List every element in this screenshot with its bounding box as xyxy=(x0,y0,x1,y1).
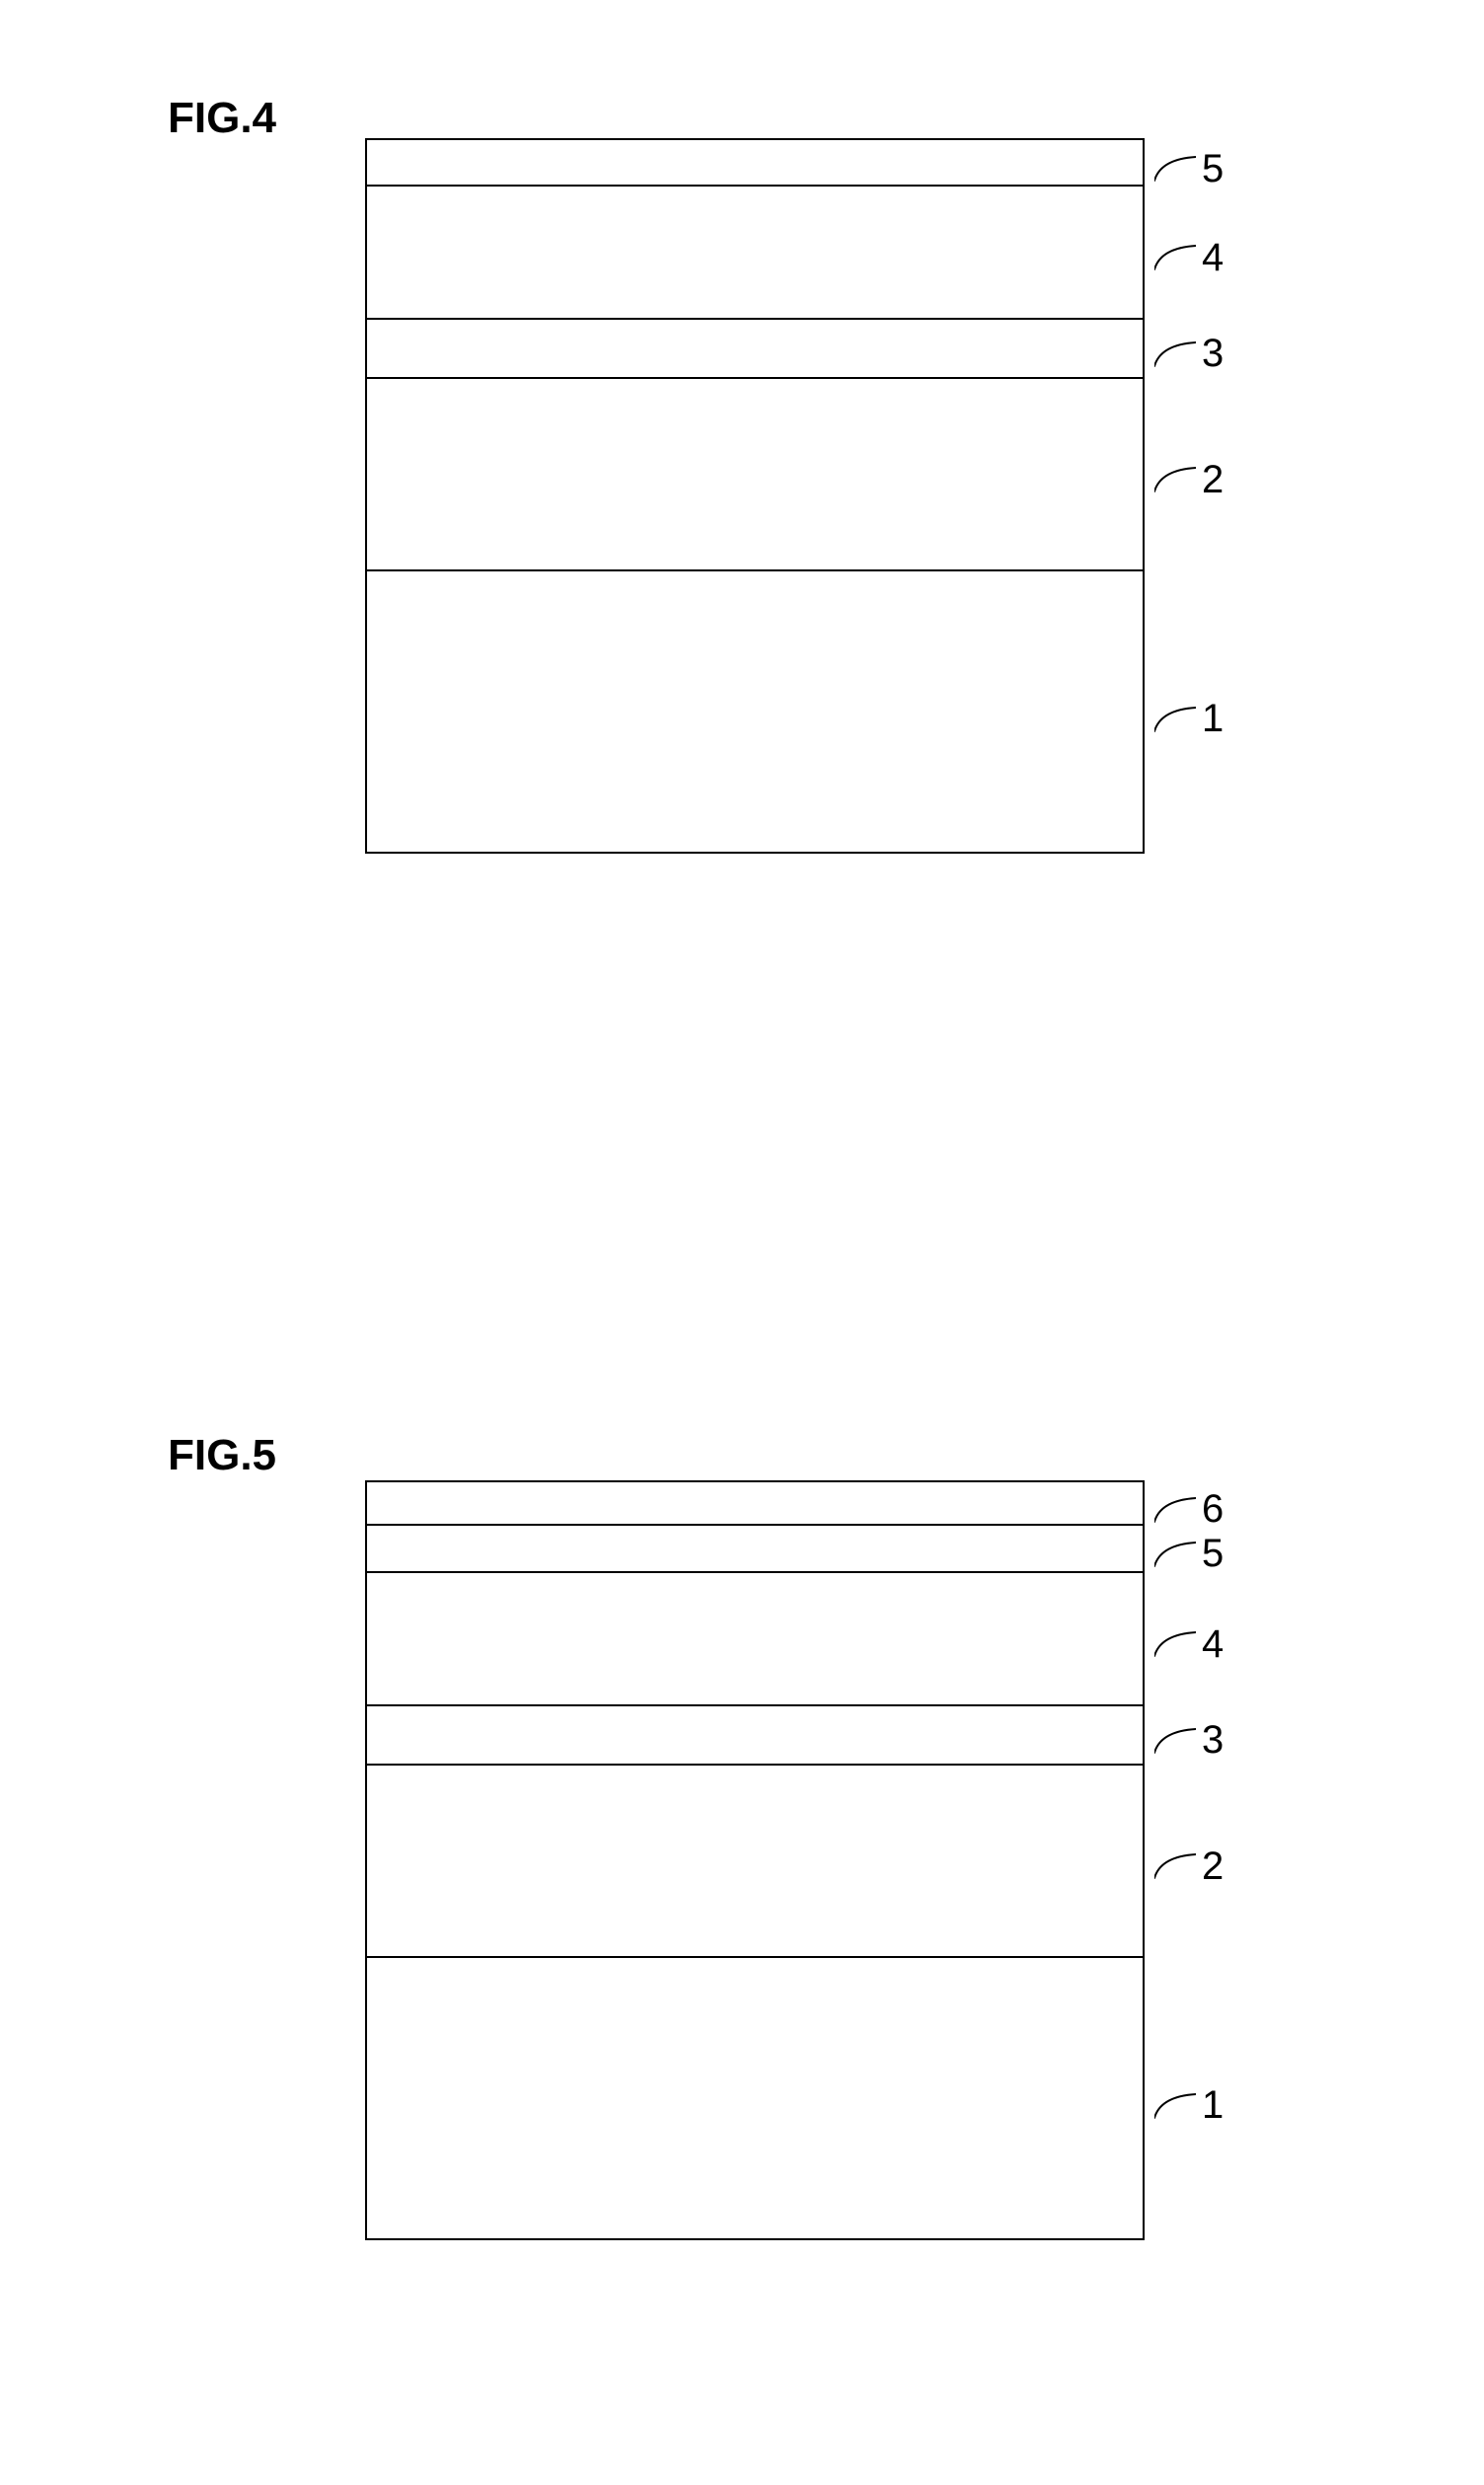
layer-number-6: 6 xyxy=(1202,1487,1224,1532)
layer-6 xyxy=(367,1482,1143,1524)
layer-1 xyxy=(367,1956,1143,2242)
leader-tick-icon xyxy=(1154,706,1196,733)
leader-tick-icon xyxy=(1154,1727,1196,1755)
layer-4 xyxy=(367,1571,1143,1704)
layer-number-5: 5 xyxy=(1202,1532,1224,1576)
layer-number-3: 3 xyxy=(1202,332,1224,376)
leader-2: 2 xyxy=(1154,1845,1224,1889)
layer-number-3: 3 xyxy=(1202,1718,1224,1763)
layer-4 xyxy=(367,185,1143,318)
leader-2: 2 xyxy=(1154,458,1224,502)
leader-group-fig4: 5 4 3 2 1 xyxy=(1145,138,1302,854)
leader-tick-icon xyxy=(1154,2092,1196,2120)
figure-label-4: FIG.4 xyxy=(168,94,276,143)
leader-1: 1 xyxy=(1154,697,1224,741)
leader-5: 5 xyxy=(1154,1532,1224,1576)
leader-tick-icon xyxy=(1154,1630,1196,1658)
layer-number-4: 4 xyxy=(1202,1622,1224,1667)
leader-3: 3 xyxy=(1154,332,1224,376)
leader-tick-icon xyxy=(1154,1496,1196,1524)
leader-6: 6 xyxy=(1154,1487,1224,1532)
layer-3 xyxy=(367,318,1143,377)
leader-1: 1 xyxy=(1154,2083,1224,2128)
leader-5: 5 xyxy=(1154,147,1224,191)
leader-tick-icon xyxy=(1154,466,1196,493)
layer-number-4: 4 xyxy=(1202,236,1224,280)
layer-3 xyxy=(367,1704,1143,1764)
layer-stack-fig5 xyxy=(365,1480,1145,2240)
leader-4: 4 xyxy=(1154,1622,1224,1667)
figure-label-5: FIG.5 xyxy=(168,1431,276,1480)
layer-number-2: 2 xyxy=(1202,458,1224,502)
leader-4: 4 xyxy=(1154,236,1224,280)
layer-1 xyxy=(367,569,1143,856)
leader-tick-icon xyxy=(1154,340,1196,368)
layer-5 xyxy=(367,1524,1143,1571)
layer-number-1: 1 xyxy=(1202,697,1224,741)
layer-5 xyxy=(367,140,1143,185)
layer-stack-fig4 xyxy=(365,138,1145,854)
leader-tick-icon xyxy=(1154,1541,1196,1568)
layer-number-2: 2 xyxy=(1202,1845,1224,1889)
layer-2 xyxy=(367,377,1143,569)
page: FIG.4 54321 FIG.5 654321 xyxy=(0,0,1484,2485)
leader-group-fig5: 65 4 3 2 1 xyxy=(1145,1480,1302,2240)
layer-number-1: 1 xyxy=(1202,2083,1224,2128)
leader-3: 3 xyxy=(1154,1718,1224,1763)
layer-number-5: 5 xyxy=(1202,147,1224,191)
leader-tick-icon xyxy=(1154,244,1196,271)
leader-tick-icon xyxy=(1154,155,1196,183)
layer-2 xyxy=(367,1764,1143,1956)
leader-tick-icon xyxy=(1154,1852,1196,1880)
